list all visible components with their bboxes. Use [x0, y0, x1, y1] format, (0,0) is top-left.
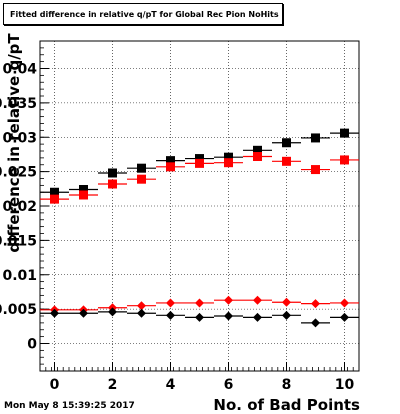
x-tick-label: 4 [166, 377, 176, 393]
data-point-diamond [137, 308, 146, 318]
data-point-diamond [282, 297, 291, 307]
data-point-square [108, 168, 117, 178]
x-tick-label: 8 [282, 377, 292, 393]
data-point-square [282, 156, 291, 166]
data-point-diamond [166, 310, 175, 320]
y-tick-label: 0.025 [0, 165, 37, 181]
data-point-diamond [195, 312, 204, 322]
x-tick-label: 10 [335, 377, 355, 393]
title-box: Fitted difference in relative q/pT for G… [3, 3, 283, 25]
data-point-square [224, 158, 233, 168]
data-point-square [195, 154, 204, 164]
y-tick-label: 0.02 [2, 199, 37, 215]
axis-ticks: 0 2 4 6 8 10 0 0.005 0.01 0.015 0.02 0.025 0.03 0.035… [0, 40, 360, 393]
timestamp: Mon May 8 15:39:25 2017 [4, 401, 135, 411]
chart-title: Fitted difference in relative q/pT for G… [10, 10, 279, 19]
data-point-diamond [340, 312, 349, 322]
data-point-diamond [311, 299, 320, 309]
data-point-diamond [311, 318, 320, 328]
data-point-square [50, 194, 59, 204]
y-tick-label: 0.04 [2, 62, 37, 78]
data-point-diamond [224, 295, 233, 305]
data-point-square [137, 163, 146, 173]
y-tick-label: 0.01 [2, 268, 37, 284]
data-point-square [166, 156, 175, 166]
x-tick-label: 0 [50, 377, 60, 393]
data-point-square [137, 174, 146, 184]
data-point-diamond [340, 298, 349, 308]
y-tick-label: 0.005 [0, 302, 37, 318]
data-point-square [253, 145, 262, 155]
data-point-diamond [253, 295, 262, 305]
data-point-diamond [282, 310, 291, 320]
data-point-square [166, 162, 175, 172]
data-point-square [311, 133, 320, 143]
data-point-square [311, 165, 320, 175]
x-axis-label: No. of Bad Points [213, 396, 360, 414]
data-point-diamond [79, 308, 88, 318]
data-point-square [282, 138, 291, 148]
data-marks [40, 128, 359, 328]
y-tick-label: 0.035 [0, 96, 37, 112]
data-point-diamond [137, 301, 146, 311]
grid-lines [40, 41, 359, 371]
data-point-square [340, 155, 349, 165]
y-axis-label: difference in relative q/pT [5, 33, 23, 253]
data-point-diamond [224, 311, 233, 321]
y-tick-label: 0.015 [0, 233, 37, 249]
data-point-square [108, 179, 117, 189]
y-tick-label: 0 [27, 337, 37, 353]
data-point-diamond [108, 307, 117, 317]
data-point-diamond [50, 308, 59, 318]
data-point-square [79, 185, 88, 194]
data-point-square [340, 128, 349, 138]
data-point-square [224, 152, 233, 162]
data-point-diamond [166, 298, 175, 308]
data-point-square [253, 152, 262, 161]
x-tick-label: 6 [224, 377, 234, 393]
data-point-square [50, 187, 59, 197]
data-point-square [195, 158, 204, 168]
y-tick-label: 0.03 [2, 130, 37, 146]
data-point-square [79, 190, 88, 200]
x-tick-label: 2 [108, 377, 118, 393]
data-point-diamond [253, 312, 262, 322]
data-point-diamond [195, 298, 204, 308]
